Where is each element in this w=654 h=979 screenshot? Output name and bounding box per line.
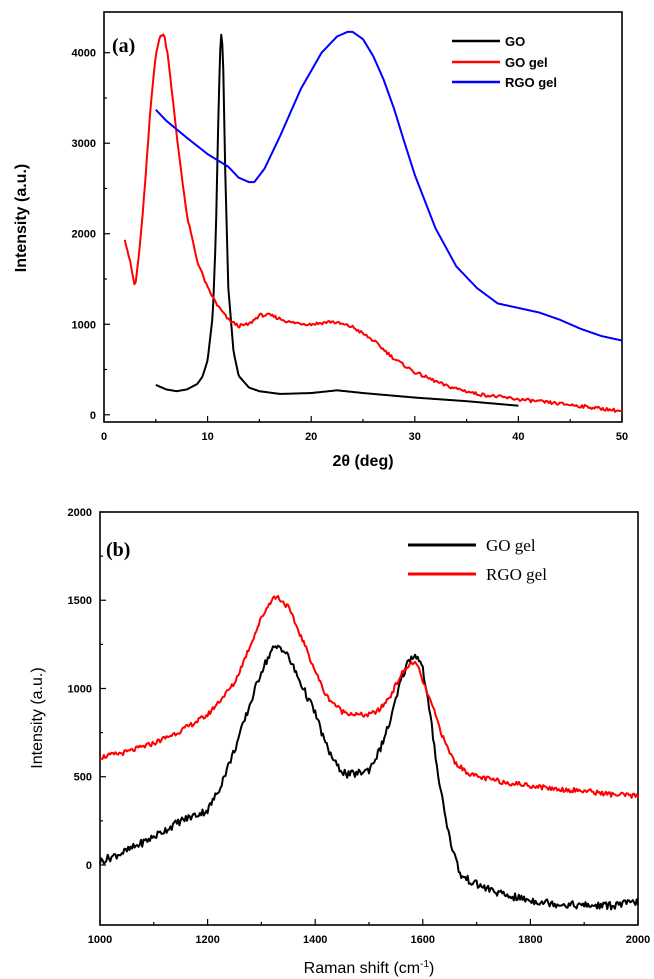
plot-frame-b (99, 511, 639, 926)
x-ticks-b: 1000 1200 1400 1600 1800 2000 (88, 919, 650, 946)
x-axis-label-b-sup: -1 (420, 959, 429, 970)
x-tick-label: 1200 (195, 934, 219, 946)
series-group-b (99, 594, 639, 911)
x-tick-label: 20 (305, 431, 317, 443)
x-tick-label: 2000 (626, 934, 650, 946)
panel-label-a: (a) (112, 35, 135, 57)
x-tick-label: 1600 (411, 934, 435, 946)
legend-label-go-gel: GO gel (505, 55, 548, 70)
y-tick-label: 2000 (68, 507, 92, 519)
x-tick-label: 10 (201, 431, 213, 443)
series-line-rgo-gel (155, 30, 623, 342)
x-tick-label: 1400 (303, 934, 327, 946)
x-axis-label-b: Raman shift (cm-1) (304, 959, 435, 977)
y-tick-label: 3000 (72, 138, 96, 150)
x-tick-label: 30 (409, 431, 421, 443)
x-tick-label: 1000 (88, 934, 112, 946)
x-tick-label: 0 (101, 431, 107, 443)
chart-b: 1000 1200 1400 1600 1800 2000 0 500 1000 1500 200… (29, 507, 650, 977)
series-group-a (123, 30, 623, 413)
chart-a: 0 10 20 30 40 50 0 1000 2000 3000 4000 (a) GO GO … (13, 11, 628, 470)
plot-frame-a (103, 11, 623, 423)
y-tick-label: 0 (90, 410, 96, 422)
panel-label-b: (b) (106, 539, 130, 561)
x-axis-label-a: 2θ (deg) (332, 453, 393, 470)
legend-label-rgo-gel-b: RGO gel (486, 565, 547, 584)
x-tick-label: 1800 (518, 934, 542, 946)
x-axis-label-b-main: Raman shift (cm (304, 960, 420, 977)
y-axis-label-a: Intensity (a.u.) (13, 164, 30, 272)
series-line-go-gel (123, 33, 623, 413)
y-ticks-a: 0 1000 2000 3000 4000 (72, 48, 110, 422)
y-tick-label: 4000 (72, 48, 96, 60)
legend-label-go-gel-b: GO gel (486, 536, 536, 555)
legend-label-rgo-gel: RGO gel (505, 75, 557, 90)
series-line-go (155, 33, 519, 407)
y-axis-label-b: Intensity (a.u.) (29, 667, 46, 768)
series-line-go-gel (99, 644, 639, 911)
y-tick-label: 1000 (68, 683, 92, 695)
y-tick-label: 500 (74, 772, 92, 784)
y-tick-label: 1500 (68, 595, 92, 607)
x-tick-label: 50 (616, 431, 628, 443)
y-tick-label: 1000 (72, 319, 96, 331)
legend-b: GO gel RGO gel (408, 536, 547, 584)
x-tick-label: 40 (512, 431, 524, 443)
y-ticks-b: 0 500 1000 1500 2000 (68, 507, 106, 872)
y-tick-label: 0 (86, 860, 92, 872)
series-line-rgo-gel (99, 594, 639, 799)
x-axis-label-b-end: ) (429, 960, 434, 977)
legend-a: GO GO gel RGO gel (452, 34, 557, 90)
y-tick-label: 2000 (72, 229, 96, 241)
legend-label-go: GO (505, 34, 525, 49)
x-ticks-a: 0 10 20 30 40 50 (101, 416, 628, 443)
